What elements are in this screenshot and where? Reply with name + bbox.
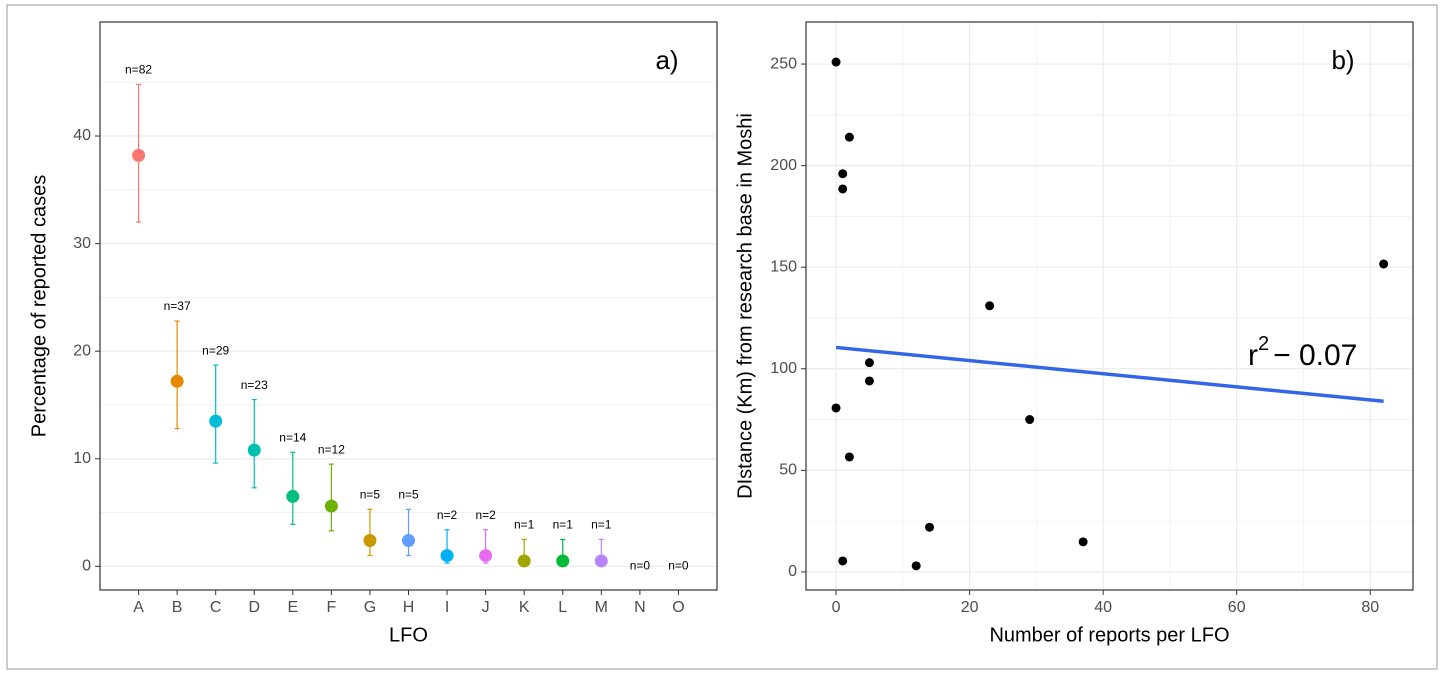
n-label: n=0 [668,559,689,573]
n-label: n=12 [318,442,345,456]
x-tick-label: M [595,599,608,616]
y-tick-label: 250 [770,55,797,72]
y-tick-label: 150 [770,258,797,275]
point [911,561,921,571]
y-tick-label: 200 [770,157,797,174]
x-tick-label: E [287,599,298,616]
point [925,522,935,532]
point [209,414,223,428]
annotation-base: r [1248,339,1258,372]
point [838,169,848,179]
n-label: n=37 [164,299,191,313]
panel-border [99,21,718,591]
x-tick-label: 40 [1094,599,1112,616]
x-tick-label: 0 [832,599,841,616]
figure-border [6,4,1438,670]
point [286,489,300,503]
n-label: n=82 [125,63,152,77]
y-axis-title: Percentage of reported cases [28,175,50,437]
n-label: n=1 [553,518,574,532]
point [594,554,608,568]
point [479,549,493,563]
x-tick-label: 80 [1361,599,1379,616]
n-label: n=0 [630,559,651,573]
n-label: n=23 [241,378,268,392]
y-tick-label: 30 [73,235,91,252]
x-tick-label: H [403,599,415,616]
point [844,132,854,142]
n-label: n=1 [591,518,612,532]
n-label: n=2 [475,508,496,522]
x-tick-label: F [326,599,336,616]
point [864,376,874,386]
panel-border [805,21,1414,591]
y-axis-title: DIstance (Km) from research base in Mosh… [734,113,756,499]
point [517,554,531,568]
point [556,554,570,568]
point [363,534,377,548]
x-tick-label: I [445,599,449,616]
x-tick-label: 60 [1228,599,1246,616]
point [132,148,146,162]
x-tick-label: J [482,599,490,616]
point [1025,415,1035,425]
annotation-superscript: 2 [1258,333,1269,355]
y-tick-label: 40 [73,127,91,144]
n-label: n=5 [398,487,419,501]
point [324,499,338,513]
x-tick-label: C [210,599,222,616]
y-tick-label: 0 [788,563,797,580]
point [1078,537,1088,547]
n-label: n=29 [202,343,229,357]
panel-label: b) [1331,45,1354,75]
fit-line [835,345,1384,404]
y-tick-label: 0 [82,558,91,575]
y-tick-label: 20 [73,342,91,359]
y-tick-label: 50 [779,462,797,479]
x-axis-title: LFO [389,624,428,646]
x-tick-label: K [519,599,530,616]
point [844,452,854,462]
x-tick-label: A [133,599,144,616]
x-tick-label: L [558,599,567,616]
fit-annotation: r2− 0.07 [1248,333,1357,372]
panel-label: a) [655,45,678,75]
point [985,301,995,311]
n-label: n=14 [279,430,306,444]
point [1379,259,1389,269]
x-axis-title: Number of reports per LFO [989,624,1229,646]
point [247,443,261,457]
x-tick-label: G [364,599,376,616]
point [831,57,841,67]
point [170,374,184,388]
point [402,534,415,548]
annotation-suffix: − 0.07 [1273,339,1357,372]
y-tick-label: 10 [73,450,91,467]
y-tick-label: 100 [770,360,797,377]
x-tick-label: N [634,599,646,616]
n-label: n=2 [437,508,458,522]
x-tick-label: D [248,599,260,616]
x-tick-label: 20 [961,599,979,616]
point [838,184,848,194]
point [831,403,841,413]
n-label: n=5 [360,487,381,501]
point [864,358,874,368]
point [440,549,454,563]
x-tick-label: B [172,599,183,616]
n-label: n=1 [514,518,535,532]
x-tick-label: O [672,599,684,616]
point [838,556,848,566]
